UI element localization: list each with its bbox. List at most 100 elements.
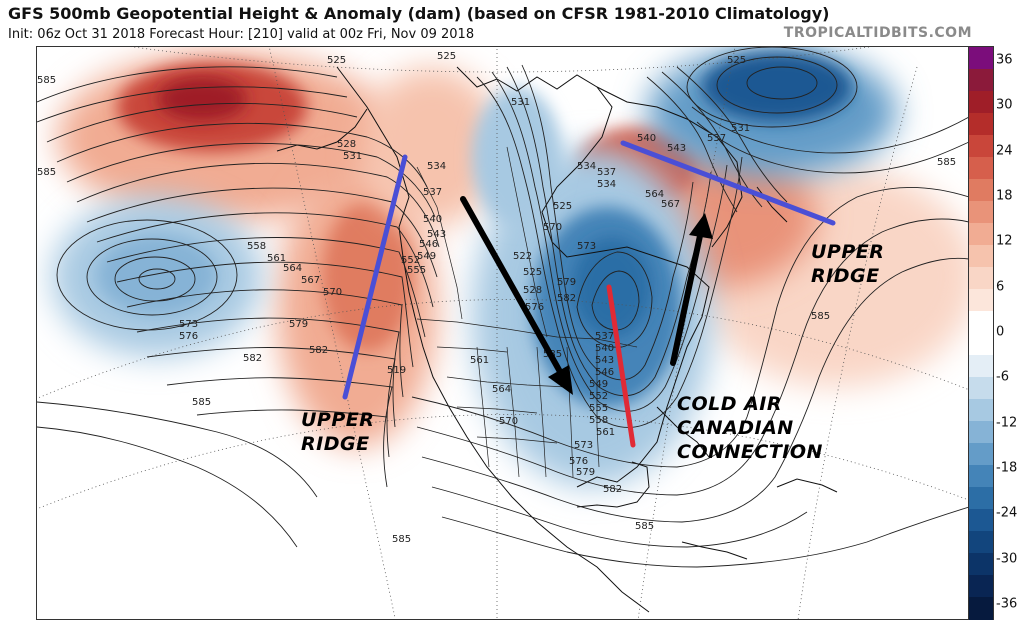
anomaly-colorbar — [968, 46, 994, 620]
colorbar-tick: 0 — [996, 324, 1005, 340]
contour-label: 570 — [323, 287, 342, 298]
colorbar-segment — [969, 465, 993, 488]
contour-label: 537 — [597, 167, 616, 178]
weather-map: 525 525 525 531 528 534 537 540 543 546 … — [37, 47, 969, 619]
contour-label: 546 — [595, 367, 614, 378]
contour-label: 537 — [707, 133, 726, 144]
contour-label: 585 — [37, 167, 56, 178]
colorbar-tick: -24 — [996, 505, 1018, 521]
colorbar-segment — [969, 553, 993, 576]
upper-ridge-west-label: UPPER RIDGE — [301, 409, 375, 455]
contour-label: 552 — [401, 255, 420, 266]
colorbar-segment — [969, 487, 993, 510]
contour-label: 564 — [283, 263, 302, 274]
contour-label: 528 — [337, 139, 356, 150]
contour-label: 576 — [179, 331, 198, 342]
contour-label: 585 — [192, 397, 211, 408]
cold-air-canadian-connection-label: COLD AIR CANADIAN CONNECTION — [677, 393, 823, 463]
contour-label: 561 — [596, 427, 615, 438]
contour-label: 552 — [589, 391, 608, 402]
contour-label: 522 — [513, 251, 532, 262]
contour-label: 564 — [645, 189, 664, 200]
contour-label: 546 — [419, 239, 438, 250]
northward-flow-arrow — [670, 213, 713, 366]
analysis-markup — [342, 140, 836, 448]
coastlines — [276, 66, 838, 613]
west-ridge-axis-line — [342, 154, 408, 400]
contour-label: 525 — [437, 51, 456, 62]
contour-label: 525 — [727, 55, 746, 66]
brand-watermark: TROPICALTIDBITS.COM — [783, 25, 972, 41]
contour-label: 528 — [523, 285, 542, 296]
colorbar-segment — [969, 509, 993, 532]
contour-label: 543 — [667, 143, 686, 154]
contour-label: 525 — [523, 267, 542, 278]
contour-label: 567 — [661, 199, 680, 210]
contour-label: 534 — [577, 161, 596, 172]
contour-label: 540 — [637, 133, 656, 144]
contour-label: 582 — [243, 353, 262, 364]
colorbar-segment — [969, 531, 993, 554]
colorbar-segment — [969, 135, 993, 158]
colorbar-segment — [969, 289, 993, 312]
anomaly-west-coast-ridge-core — [322, 202, 412, 352]
colorbar-segment — [969, 179, 993, 202]
anomaly-hudson-trough-max — [572, 237, 652, 337]
anomaly-arctic-trough — [472, 87, 562, 227]
anomaly-greenland-trough-core — [702, 52, 852, 122]
contour-label: 555 — [589, 403, 608, 414]
forecast-info: Init: 06z Oct 31 2018 Forecast Hour: [21… — [8, 27, 475, 42]
contour-label: 573 — [577, 241, 596, 252]
east-ridge-axis-line — [620, 140, 836, 226]
contour-label: 561 — [267, 253, 286, 264]
map-panel: 525 525 525 531 528 534 537 540 543 546 … — [36, 46, 970, 620]
contour-label: 582 — [603, 484, 622, 495]
contour-label: 567 — [301, 275, 320, 286]
colorbar-segment — [969, 311, 993, 334]
colorbar-segment — [969, 443, 993, 466]
colorbar-segment — [969, 69, 993, 92]
contour-label: 576 — [569, 456, 588, 467]
colorbar-segment — [969, 91, 993, 114]
contour-label: 531 — [731, 123, 750, 134]
colorbar-segment — [969, 113, 993, 136]
contour-label: 585 — [937, 157, 956, 168]
colorbar-segment — [969, 575, 993, 598]
contour-label: 570 — [543, 222, 562, 233]
colorbar-segment — [969, 157, 993, 180]
contour-label: 543 — [595, 355, 614, 366]
contour-label: 534 — [427, 161, 446, 172]
contour-label: 534 — [597, 179, 616, 190]
colorbar-segment — [969, 223, 993, 246]
colorbar-segment — [969, 355, 993, 378]
contour-label: 537 — [595, 331, 614, 342]
colorbar-segment — [969, 597, 993, 620]
colorbar-tick: -18 — [996, 460, 1018, 476]
colorbar-segment — [969, 245, 993, 268]
contour-label: 561 — [470, 355, 489, 366]
colorbar-tick: 24 — [996, 143, 1013, 159]
contour-label: 579 — [557, 277, 576, 288]
anomaly-pacific-ridge-max — [157, 77, 247, 121]
contour-label: 558 — [589, 415, 608, 426]
upper-ridge-east-label: UPPER RIDGE — [811, 241, 885, 287]
contour-label: 555 — [407, 265, 426, 276]
contour-label: 579 — [289, 319, 308, 330]
contour-label: 576 — [525, 302, 544, 313]
contour-label: 582 — [557, 293, 576, 304]
colorbar-tick: 30 — [996, 97, 1013, 113]
contour-label: 564 — [492, 384, 511, 395]
contour-label: 585 — [37, 75, 56, 86]
anomaly-shading — [52, 47, 969, 487]
contour-label: 573 — [179, 319, 198, 330]
contour-label: 579 — [576, 467, 595, 478]
contour-label: 540 — [423, 214, 442, 225]
contour-label: 543 — [427, 229, 446, 240]
contour-label: 582 — [309, 345, 328, 356]
colorbar-segment — [969, 333, 993, 356]
colorbar-tick: -30 — [996, 551, 1018, 567]
colorbar-segment — [969, 399, 993, 422]
colorbar-segment — [969, 267, 993, 290]
contour-label: 573 — [574, 440, 593, 451]
colorbar-tick: 18 — [996, 188, 1013, 204]
